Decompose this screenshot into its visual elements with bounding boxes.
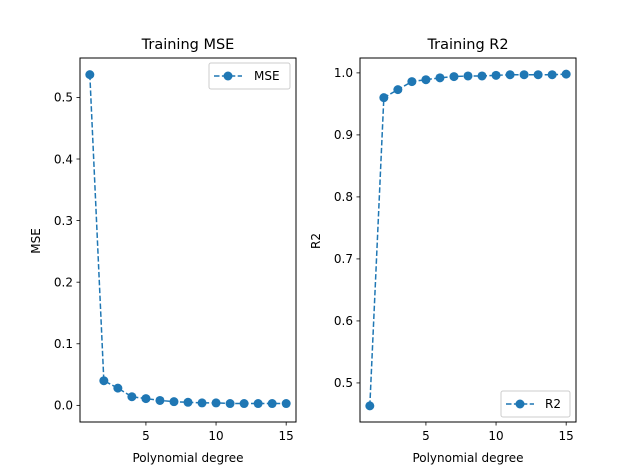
mse-data-point-10 [225,399,235,409]
mse-chart-frame [79,57,297,423]
mse-ytick-label-2: 0.2 [54,275,73,289]
mse-ytick-label-5: 0.5 [54,91,73,105]
mse-series-line-0 [89,74,287,405]
mse-data-point-7 [183,397,193,407]
r2-ytick-label-0: 0.5 [334,376,353,390]
r2-legend-box [500,390,571,418]
r2-chart-legend: R2 [500,390,571,418]
mse-data-point-1 [99,376,109,386]
mse-chart-ylabel: MSE [29,228,43,254]
mse-data-point-6 [169,397,179,407]
mse-data-point-8 [197,398,207,408]
r2-data-point-4 [421,75,431,85]
r2-ytick-label-3: 0.8 [334,190,353,204]
r2-data-point-11 [519,70,529,80]
mse-data-point-11 [239,399,249,409]
r2-data-point-9 [491,70,501,80]
mse-data-point-3 [127,392,137,402]
mse-chart: Training MSE Polynomial degree MSE 5 10 15… [29,37,297,465]
r2-data-point-2 [393,85,403,95]
r2-legend-marker [515,399,525,409]
r2-chart-marks: 5 10 15 0.5 0.6 0.7 0.8 0.9 1.0 [334,66,574,443]
r2-data-point-7 [463,71,473,81]
mse-xtick-label-0: 5 [142,429,150,443]
r2-data-point-10 [505,70,515,80]
mse-legend-box [208,62,291,90]
r2-ytick-label-2: 0.7 [334,252,353,266]
r2-xtick-label-2: 15 [559,429,574,443]
mse-data-point-0 [85,70,95,80]
mse-chart-xlabel: Polynomial degree [132,451,243,465]
mse-chart-marks: 5 10 15 0.0 0.1 0.2 0.3 0.4 0.5 [54,70,294,443]
r2-ytick-label-4: 0.9 [334,128,353,142]
mse-data-point-13 [267,399,277,409]
r2-data-point-5 [435,73,445,83]
r2-data-point-0 [365,401,375,411]
mse-data-point-12 [253,399,263,409]
r2-data-point-6 [449,72,459,82]
r2-chart: Training R2 Polynomial degree R2 5 10 15 0.… [309,37,577,465]
mse-xtick-label-2: 15 [279,429,294,443]
r2-ytick-label-5: 1.0 [334,66,353,80]
r2-series-line-0 [369,73,567,406]
r2-chart-xlabel: Polynomial degree [412,451,523,465]
r2-data-point-3 [407,77,417,87]
r2-chart-title: Training R2 [426,37,508,53]
mse-ytick-label-1: 0.1 [54,337,73,351]
mse-data-point-4 [141,394,151,404]
mse-ytick-label-3: 0.3 [54,214,73,228]
r2-data-point-14 [561,69,571,79]
mse-legend-label: MSE [254,69,280,83]
mse-chart-title: Training MSE [141,37,235,53]
r2-ytick-label-1: 0.6 [334,314,353,328]
r2-data-point-13 [547,70,557,80]
mse-data-point-5 [155,395,165,405]
mse-legend-marker [223,71,233,81]
mse-xtick-label-1: 10 [208,429,223,443]
r2-chart-ylabel: R2 [309,233,323,249]
r2-xtick-label-1: 10 [488,429,503,443]
mse-ytick-label-4: 0.4 [54,152,73,166]
r2-chart-frame [359,57,577,423]
mse-data-point-2 [113,383,123,393]
mse-ytick-label-0: 0.0 [54,399,73,413]
r2-legend-label: R2 [545,397,561,411]
r2-data-point-12 [533,70,543,80]
r2-data-point-1 [379,93,389,103]
mse-data-point-14 [281,399,291,409]
r2-data-point-8 [477,71,487,81]
mse-data-point-9 [211,398,221,408]
r2-xtick-label-0: 5 [422,429,430,443]
mse-chart-legend: MSE [208,62,291,90]
